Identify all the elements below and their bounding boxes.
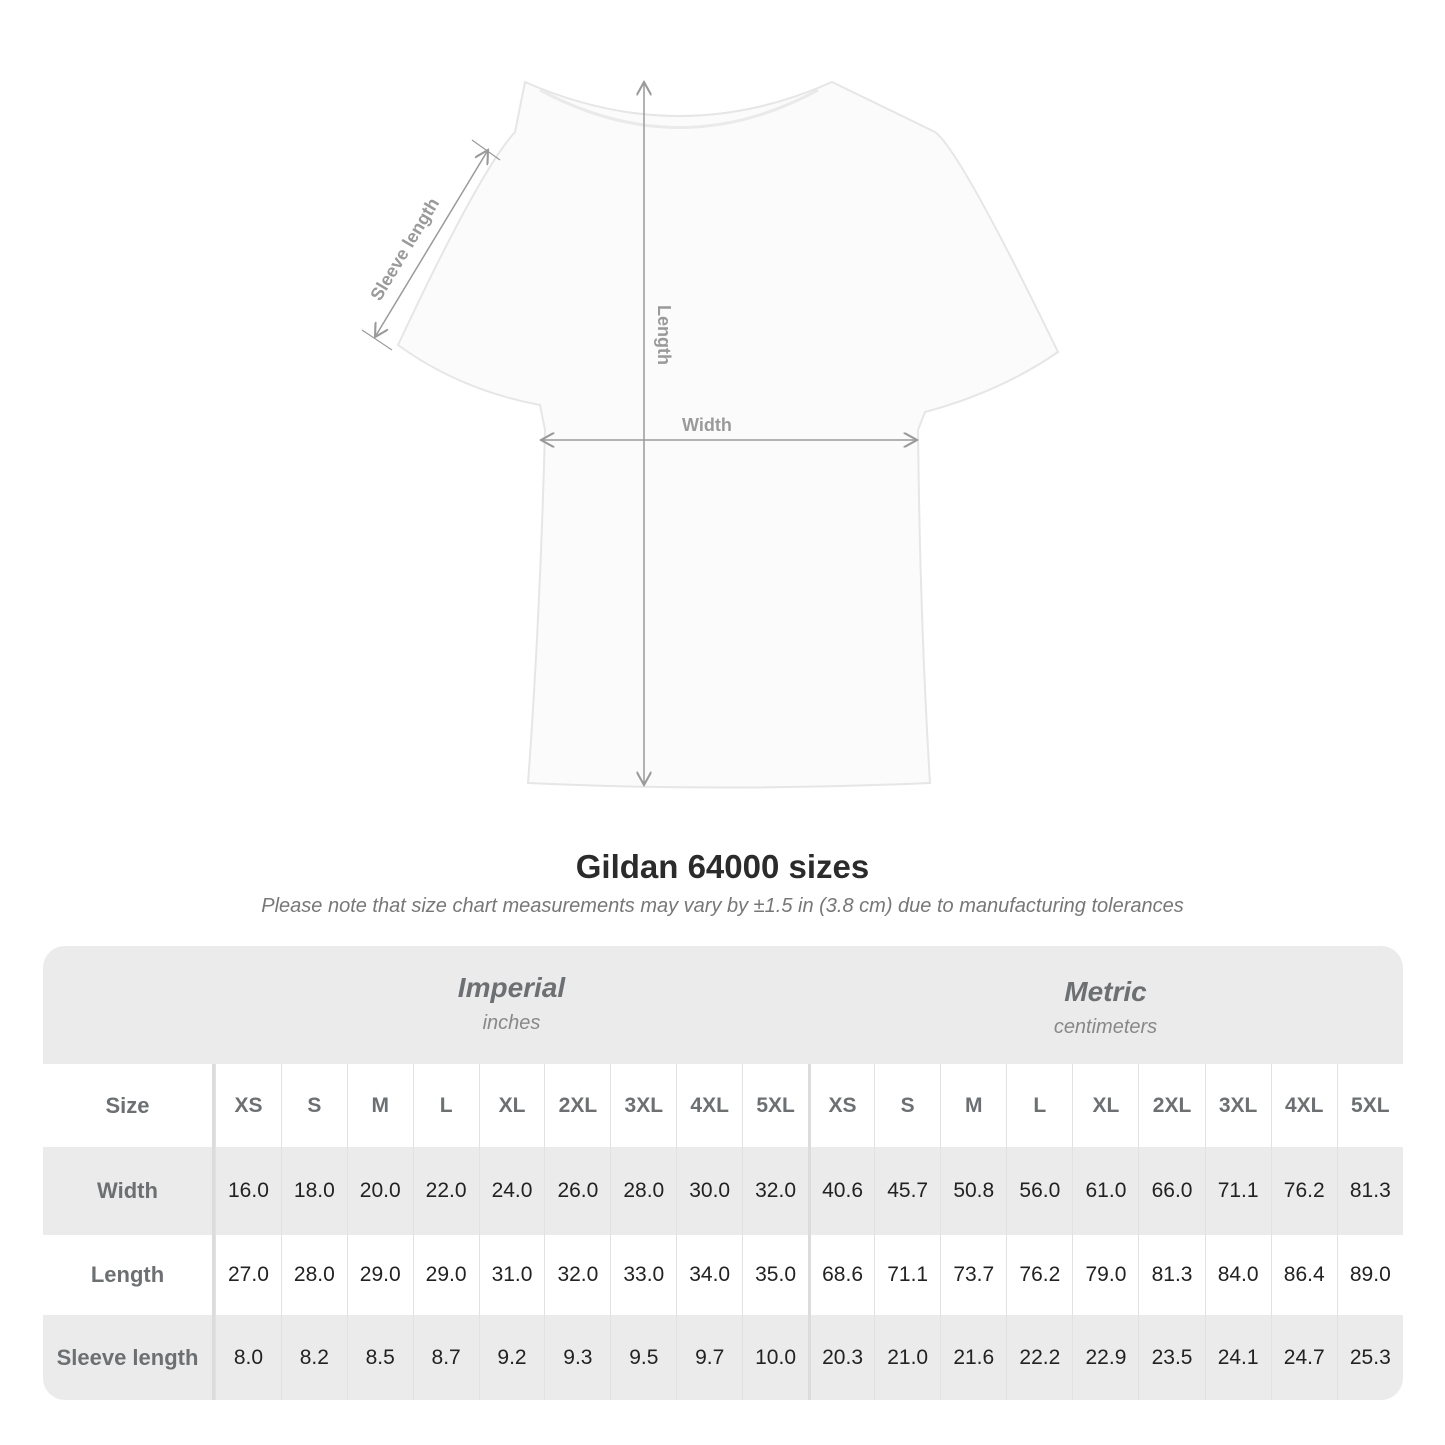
- value-cell-metric: 84.0: [1204, 1235, 1271, 1315]
- tshirt-diagram: Sleeve length Length Width: [361, 0, 1060, 789]
- row-label: Width: [43, 1147, 215, 1235]
- value-cell-metric: 21.6: [940, 1315, 1006, 1400]
- size-label: Size: [43, 1064, 215, 1147]
- value-cell-imperial: 26.0: [544, 1147, 610, 1235]
- size-imperial: 4XL: [676, 1064, 742, 1147]
- size-metric: L: [1006, 1064, 1072, 1147]
- value-cell-metric: 66.0: [1138, 1147, 1204, 1235]
- value-cell-imperial: 16.0: [215, 1147, 281, 1235]
- value-cell-imperial: 20.0: [346, 1147, 413, 1235]
- metric-unit: centimeters: [1053, 1016, 1158, 1038]
- value-cell-metric: 86.4: [1270, 1235, 1337, 1315]
- size-imperial: L: [412, 1064, 479, 1147]
- value-cell-imperial: 32.0: [742, 1147, 808, 1235]
- length-label: Length: [654, 305, 674, 365]
- value-cell-metric: 22.9: [1072, 1315, 1138, 1400]
- value-cell-imperial: 28.0: [280, 1235, 347, 1315]
- value-cell-metric: 21.0: [874, 1315, 940, 1400]
- tolerance-note: Please note that size chart measurements…: [261, 895, 1184, 917]
- metric-title: Metric: [1064, 976, 1147, 1007]
- table-row: Width 16.0 18.0 20.0 22.0 24.0 26.0 28.0 30.0 32.…: [43, 1147, 1403, 1235]
- value-cell-metric: 20.3: [808, 1315, 874, 1400]
- value-cell-metric: 79.0: [1072, 1235, 1138, 1315]
- size-metric: 4XL: [1270, 1064, 1337, 1147]
- value-cell-metric: 45.7: [874, 1147, 940, 1235]
- value-cell-metric: 56.0: [1006, 1147, 1072, 1235]
- size-header-row: Size XS S M L XL 2XL 3XL 4XL 5XL XS S M L XL 2XL 3XL 4XL 5…: [43, 1064, 1403, 1147]
- size-metric: M: [940, 1064, 1006, 1147]
- table-row: Sleeve length 8.0 8.2 8.5 8.7 9.2 9.3 9.5 9.7 10.…: [43, 1315, 1403, 1400]
- value-cell-imperial: 30.0: [676, 1147, 742, 1235]
- value-cell-metric: 23.5: [1138, 1315, 1204, 1400]
- imperial-title: Imperial: [457, 972, 566, 1003]
- value-cell-imperial: 33.0: [610, 1235, 676, 1315]
- size-metric: 3XL: [1204, 1064, 1271, 1147]
- table-row: Length 27.0 28.0 29.0 29.0 31.0 32.0 33.0 34.0 35…: [43, 1235, 1403, 1315]
- value-cell-metric: 24.7: [1270, 1315, 1337, 1400]
- value-cell-imperial: 9.3: [544, 1315, 610, 1400]
- value-cell-imperial: 9.5: [610, 1315, 676, 1400]
- size-metric: XS: [808, 1064, 874, 1147]
- value-cell-imperial: 35.0: [742, 1235, 808, 1315]
- value-cell-metric: 81.3: [1336, 1147, 1403, 1235]
- value-cell-metric: 40.6: [808, 1147, 874, 1235]
- width-label: Width: [682, 415, 732, 435]
- row-label: Length: [43, 1235, 215, 1315]
- value-cell-metric: 81.3: [1138, 1235, 1204, 1315]
- value-cell-metric: 76.2: [1270, 1147, 1337, 1235]
- value-cell-imperial: 10.0: [742, 1315, 808, 1400]
- value-cell-imperial: 22.0: [412, 1147, 479, 1235]
- size-imperial: S: [280, 1064, 347, 1147]
- value-cell-imperial: 8.2: [280, 1315, 347, 1400]
- sleeve-length-line: [375, 150, 488, 337]
- size-metric: XL: [1072, 1064, 1138, 1147]
- size-imperial: XL: [478, 1064, 545, 1147]
- value-cell-metric: 76.2: [1006, 1235, 1072, 1315]
- row-label: Sleeve length: [43, 1315, 215, 1400]
- size-table: Imperial inches Metric centimeters Size X…: [43, 946, 1403, 1400]
- value-cell-imperial: 8.0: [215, 1315, 281, 1400]
- size-imperial: 5XL: [742, 1064, 808, 1147]
- size-metric: S: [874, 1064, 940, 1147]
- metric-header: Metric centimeters: [808, 946, 1403, 1094]
- value-cell-imperial: 18.0: [280, 1147, 347, 1235]
- value-cell-imperial: 9.2: [478, 1315, 545, 1400]
- value-cell-metric: 68.6: [808, 1235, 874, 1315]
- value-cell-imperial: 32.0: [544, 1235, 610, 1315]
- size-metric: 5XL: [1336, 1064, 1403, 1147]
- value-cell-imperial: 31.0: [478, 1235, 545, 1315]
- page-title: Gildan 64000 sizes: [575, 848, 870, 885]
- value-cell-metric: 89.0: [1336, 1235, 1403, 1315]
- value-cell-metric: 22.2: [1006, 1315, 1072, 1400]
- value-cell-metric: 71.1: [1204, 1147, 1271, 1235]
- value-cell-imperial: 8.5: [346, 1315, 413, 1400]
- size-imperial: M: [346, 1064, 413, 1147]
- size-metric: 2XL: [1138, 1064, 1204, 1147]
- value-cell-imperial: 24.0: [478, 1147, 545, 1235]
- size-imperial: XS: [215, 1064, 281, 1147]
- size-imperial: 2XL: [544, 1064, 610, 1147]
- imperial-header: Imperial inches: [215, 946, 808, 1090]
- value-cell-metric: 25.3: [1336, 1315, 1403, 1400]
- value-cell-imperial: 9.7: [676, 1315, 742, 1400]
- imperial-unit: inches: [482, 1012, 541, 1034]
- value-cell-metric: 61.0: [1072, 1147, 1138, 1235]
- value-cell-imperial: 28.0: [610, 1147, 676, 1235]
- size-imperial: 3XL: [610, 1064, 676, 1147]
- value-cell-imperial: 34.0: [676, 1235, 742, 1315]
- value-cell-imperial: 29.0: [346, 1235, 413, 1315]
- value-cell-metric: 73.7: [940, 1235, 1006, 1315]
- value-cell-imperial: 27.0: [215, 1235, 281, 1315]
- value-cell-imperial: 8.7: [412, 1315, 479, 1400]
- value-cell-imperial: 29.0: [412, 1235, 479, 1315]
- value-cell-metric: 50.8: [940, 1147, 1006, 1235]
- value-cell-metric: 24.1: [1204, 1315, 1271, 1400]
- value-cell-metric: 71.1: [874, 1235, 940, 1315]
